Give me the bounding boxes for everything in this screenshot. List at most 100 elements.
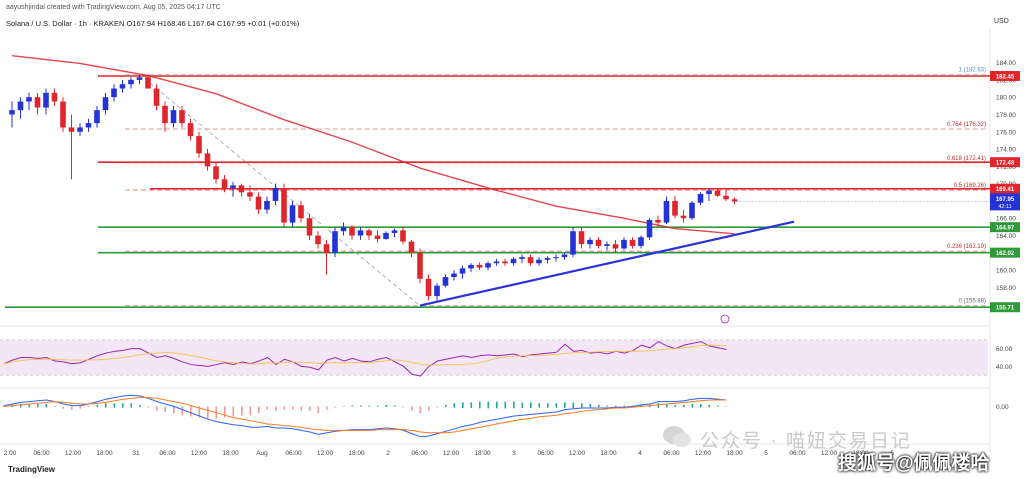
- macd-histogram-bar: [300, 406, 303, 411]
- macd-tick-label: 0.00: [996, 404, 1009, 411]
- candle-body: [663, 200, 670, 223]
- candle-body: [196, 136, 202, 154]
- fib-label: 0.5 (169.26): [954, 183, 986, 189]
- macd-histogram-bar: [555, 403, 558, 408]
- candle-body: [102, 97, 109, 111]
- macd-line: [3, 394, 727, 438]
- symbol-legend: Solana / U.S. Dollar · 1h · KRAKEN O167.…: [6, 19, 299, 28]
- macd-histogram-bar: [292, 406, 294, 410]
- level-price-label: 182.45: [996, 74, 1015, 80]
- rsi-tick-label: 40.00: [996, 364, 1013, 371]
- chart-credit: aayushjindal created with TradingView.co…: [6, 4, 221, 11]
- macd-histogram-bar: [224, 406, 226, 418]
- candle-body: [357, 230, 364, 236]
- time-tick-label: 06:00: [663, 450, 680, 457]
- macd-histogram-bar: [453, 403, 456, 408]
- candle-body: [204, 153, 211, 167]
- price-tick-label: 184.00: [996, 60, 1016, 67]
- macd-histogram-bar: [402, 406, 405, 408]
- candle-body: [731, 199, 738, 202]
- candle-body: [340, 226, 347, 232]
- macd-histogram-bar: [717, 405, 719, 407]
- close-value: C167.95: [217, 19, 246, 28]
- macd-histogram-bar: [530, 402, 532, 408]
- price-tick-label: 164.00: [996, 233, 1016, 240]
- macd-histogram-bar: [96, 404, 99, 408]
- candle-body: [60, 101, 66, 128]
- open-value: O167.94: [126, 19, 156, 28]
- time-tick-label: 06:00: [537, 450, 554, 457]
- level-price-tag: [990, 157, 1020, 168]
- time-tick-label: Aug: [256, 450, 268, 457]
- macd-histogram-bar: [79, 406, 82, 409]
- candle-body: [264, 200, 270, 210]
- price-tick-label: 174.00: [996, 147, 1016, 154]
- level-price-label: 155.71: [996, 306, 1015, 312]
- time-tick-label: 06:00: [159, 450, 176, 457]
- time-tick-label: 2: [386, 450, 390, 457]
- macd-histogram-bar: [394, 405, 396, 407]
- candle-body: [536, 259, 542, 264]
- level-price-label: 169.41: [996, 187, 1015, 193]
- candle-body: [672, 200, 678, 216]
- wechat-icon: [663, 426, 691, 447]
- macd-histogram-bar: [411, 406, 413, 411]
- macd-histogram-bar: [598, 404, 600, 408]
- time-tick-label: 12:00: [821, 450, 838, 457]
- candle-body: [621, 239, 627, 249]
- candle-body: [553, 257, 559, 259]
- macd-histogram-bar: [521, 402, 524, 408]
- macd-histogram-bar: [496, 401, 498, 409]
- time-tick-label: 18:00: [348, 450, 365, 457]
- candle-body: [468, 264, 474, 269]
- symbol-name[interactable]: Solana / U.S. Dollar · 1h · KRAKEN: [6, 19, 125, 28]
- macd-histogram-bar: [419, 406, 422, 414]
- candle-body: [374, 235, 381, 239]
- candle-body: [655, 219, 661, 223]
- candle-body: [145, 77, 151, 89]
- candle-body: [706, 190, 712, 195]
- macd-histogram-bar: [428, 406, 430, 411]
- time-tick-label: 18:00: [852, 450, 869, 457]
- candle-body: [272, 187, 279, 201]
- rsi-ma-line: [3, 344, 727, 366]
- change-value: +0.01 (+0.01%): [247, 19, 300, 28]
- macd-histogram-bar: [538, 403, 541, 408]
- macd-histogram-bar: [445, 404, 447, 408]
- candle-body: [723, 195, 729, 200]
- time-tick-label: 12:00: [569, 450, 586, 457]
- candle-body: [26, 97, 32, 102]
- macd-histogram-bar: [589, 404, 592, 408]
- time-tick-label: 06:00: [33, 450, 50, 457]
- candle-body: [527, 257, 534, 264]
- macd-histogram-bar: [20, 404, 22, 408]
- macd-histogram-bar: [105, 403, 107, 408]
- macd-histogram-bar: [37, 404, 39, 408]
- candle-body: [451, 273, 457, 278]
- time-tick-label: 2:00: [4, 450, 17, 457]
- macd-histogram-bar: [139, 404, 141, 408]
- candle-body: [561, 254, 568, 258]
- tradingview-logo[interactable]: TradingView: [8, 465, 55, 474]
- macd-histogram-bar: [71, 406, 73, 410]
- macd-histogram-bar: [283, 406, 286, 410]
- candle-body: [68, 127, 75, 132]
- macd-histogram-bar: [691, 404, 694, 408]
- candle-body: [77, 127, 83, 132]
- time-tick-label: 12:00: [317, 450, 334, 457]
- macd-histogram-bar: [181, 406, 184, 416]
- level-price-tag: [990, 247, 1020, 258]
- macd-histogram-bar: [487, 401, 490, 409]
- candle-body: [179, 110, 185, 124]
- ascending-trendline: [419, 220, 795, 307]
- macd-histogram-bar: [385, 404, 388, 408]
- candle-body: [128, 79, 134, 85]
- level-price-tag: [990, 302, 1020, 313]
- macd-histogram-bar: [258, 406, 260, 414]
- macd-histogram-bar: [479, 401, 481, 409]
- countdown-label: 42:11: [998, 204, 1011, 210]
- rsi-band: [0, 339, 988, 376]
- candle-body: [646, 219, 653, 238]
- macd-histogram-bar: [564, 402, 566, 408]
